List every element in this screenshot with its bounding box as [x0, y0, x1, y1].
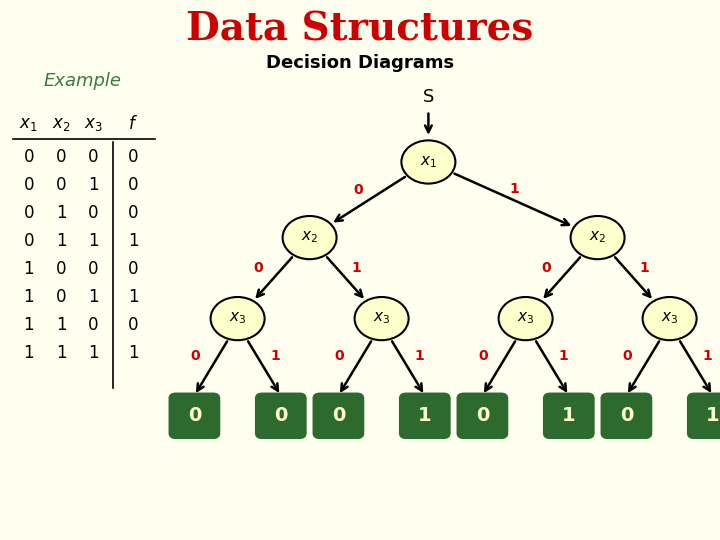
- Text: 0: 0: [89, 316, 99, 334]
- Text: 1: 1: [56, 344, 66, 362]
- Text: 0: 0: [89, 204, 99, 222]
- Text: 1: 1: [351, 261, 361, 275]
- Text: 0: 0: [128, 147, 138, 166]
- Text: $x_3$: $x_3$: [373, 310, 390, 327]
- Text: 1: 1: [24, 316, 34, 334]
- Text: 1: 1: [89, 176, 99, 194]
- Text: Example: Example: [44, 72, 122, 90]
- Text: $x_1$: $x_1$: [420, 154, 437, 170]
- Text: 0: 0: [335, 349, 344, 363]
- Text: $f$: $f$: [128, 115, 138, 133]
- Text: $x_3$: $x_3$: [84, 115, 103, 133]
- Text: 1: 1: [56, 232, 66, 250]
- FancyBboxPatch shape: [544, 394, 593, 437]
- Text: 0: 0: [128, 204, 138, 222]
- Text: 0: 0: [623, 349, 632, 363]
- Text: 0: 0: [24, 204, 34, 222]
- Text: $x_3$: $x_3$: [229, 310, 246, 327]
- FancyBboxPatch shape: [400, 394, 449, 437]
- FancyBboxPatch shape: [314, 394, 363, 437]
- FancyBboxPatch shape: [170, 394, 219, 437]
- Text: 0: 0: [24, 176, 34, 194]
- Text: 0: 0: [89, 147, 99, 166]
- Text: 0: 0: [24, 147, 34, 166]
- Text: 1: 1: [89, 344, 99, 362]
- Text: 1: 1: [24, 344, 34, 362]
- Text: 0: 0: [479, 349, 488, 363]
- Ellipse shape: [643, 297, 697, 340]
- Text: 1: 1: [128, 232, 138, 250]
- Text: $x_2$: $x_2$: [589, 230, 606, 246]
- Text: 0: 0: [354, 183, 363, 197]
- Text: 0: 0: [24, 232, 34, 250]
- Text: 0: 0: [89, 260, 99, 278]
- Ellipse shape: [571, 216, 625, 259]
- FancyBboxPatch shape: [256, 394, 305, 437]
- Text: 1: 1: [56, 204, 66, 222]
- Text: 0: 0: [188, 406, 201, 426]
- FancyBboxPatch shape: [458, 394, 507, 437]
- Text: 1: 1: [271, 349, 280, 363]
- Text: 0: 0: [191, 349, 200, 363]
- Ellipse shape: [211, 297, 265, 340]
- Text: 1: 1: [703, 349, 712, 363]
- Text: 1: 1: [89, 232, 99, 250]
- Text: 1: 1: [418, 406, 431, 426]
- Text: $x_1$: $x_1$: [19, 115, 38, 133]
- Ellipse shape: [283, 216, 337, 259]
- Text: 1: 1: [89, 288, 99, 306]
- Text: 0: 0: [128, 260, 138, 278]
- Text: 0: 0: [56, 147, 66, 166]
- Text: 0: 0: [274, 406, 287, 426]
- Text: 1: 1: [639, 261, 649, 275]
- Text: 1: 1: [706, 406, 719, 426]
- Text: Data Structures: Data Structures: [186, 11, 534, 49]
- Text: 0: 0: [253, 261, 263, 275]
- Text: 0: 0: [476, 406, 489, 426]
- FancyBboxPatch shape: [688, 394, 720, 437]
- Text: 0: 0: [541, 261, 551, 275]
- Ellipse shape: [498, 297, 553, 340]
- Text: 1: 1: [128, 288, 138, 306]
- Text: S: S: [423, 88, 434, 106]
- Text: 0: 0: [128, 176, 138, 194]
- Ellipse shape: [402, 140, 455, 184]
- Text: 1: 1: [128, 344, 138, 362]
- Text: 1: 1: [24, 260, 34, 278]
- FancyBboxPatch shape: [602, 394, 651, 437]
- Text: $x_3$: $x_3$: [517, 310, 534, 327]
- Text: 1: 1: [24, 288, 34, 306]
- Text: 0: 0: [56, 176, 66, 194]
- Text: 1: 1: [56, 316, 66, 334]
- Text: 0: 0: [56, 288, 66, 306]
- Text: 0: 0: [332, 406, 345, 426]
- Text: 0: 0: [56, 260, 66, 278]
- Text: $x_2$: $x_2$: [52, 115, 71, 133]
- Text: 1: 1: [559, 349, 568, 363]
- Text: 1: 1: [415, 349, 424, 363]
- Text: 0: 0: [620, 406, 633, 426]
- Text: 1: 1: [562, 406, 575, 426]
- Ellipse shape: [355, 297, 409, 340]
- Text: $x_3$: $x_3$: [661, 310, 678, 327]
- Text: 0: 0: [128, 316, 138, 334]
- Text: 1: 1: [509, 182, 519, 196]
- Text: $x_2$: $x_2$: [301, 230, 318, 246]
- Text: Decision Diagrams: Decision Diagrams: [266, 54, 454, 72]
